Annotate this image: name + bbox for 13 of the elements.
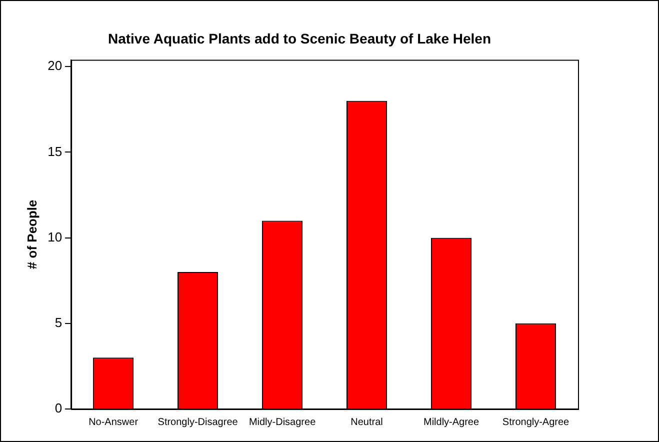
x-tick-label: No-Answer <box>88 416 139 428</box>
x-tick-label: Strongly-Agree <box>502 416 570 428</box>
y-axis-title: # of People <box>24 200 40 270</box>
x-tick-label: Neutral <box>350 416 383 428</box>
chart-title: Native Aquatic Plants add to Scenic Beauty of Lake Helen <box>108 30 492 46</box>
y-tick-label: 15 <box>48 144 62 159</box>
y-tick-label: 0 <box>54 400 62 416</box>
x-tick-label: Strongly-Disagree <box>158 416 238 428</box>
y-tick-label: 20 <box>48 58 62 74</box>
x-tick-label: Midly-Disagree <box>248 416 316 428</box>
x-tick-label: Mildly-Agree <box>423 416 480 428</box>
y-tick-label: 10 <box>48 229 62 244</box>
y-tick-label: 5 <box>54 314 62 330</box>
